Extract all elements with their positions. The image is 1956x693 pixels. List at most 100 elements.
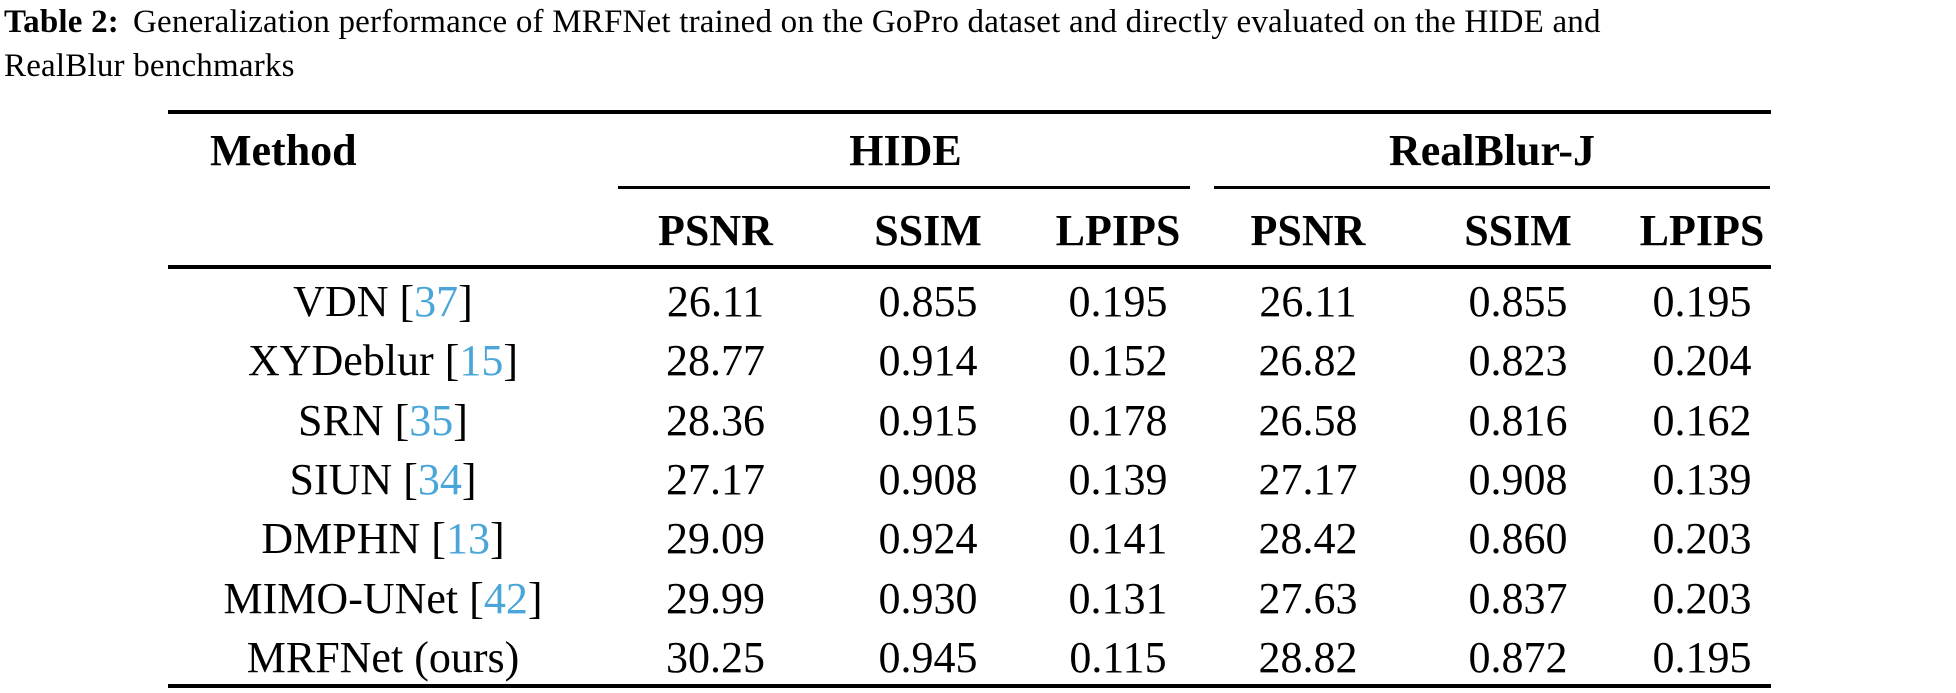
cite-bracket-close: ] [461, 455, 477, 505]
table-row: VDN [37] 26.11 0.855 0.195 26.11 0.855 0… [168, 269, 1771, 328]
cite-bracket-close: ] [453, 395, 468, 445]
method-name: SRN [298, 395, 384, 445]
method-cell: MRFNet (ours) [168, 632, 598, 683]
header-hide-ssim: SSIM [874, 205, 982, 255]
realblur-group-rule [1214, 186, 1770, 189]
realblur-lpips-value: 0.203 [1652, 573, 1752, 623]
realblur-ssim-value: 0.837 [1468, 573, 1568, 623]
results-table: Method HIDE RealBlur-J PSNR SSIM LPIPS P… [168, 110, 1771, 689]
hide-ssim-value: 0.855 [878, 277, 978, 327]
method-cell: VDN [37] [168, 276, 598, 327]
table-row: MRFNet (ours) 30.25 0.945 0.115 28.82 0.… [168, 625, 1771, 684]
table-row: XYDeblur [15] 28.77 0.914 0.152 26.82 0.… [168, 328, 1771, 387]
table-caption: Table 2: Generalization performance of MR… [4, 0, 1952, 88]
hide-ssim-value: 0.930 [878, 573, 978, 623]
caption-text-1: Generalization performance of MRFNet tra… [133, 4, 1601, 40]
method-column-header: Method [210, 125, 357, 175]
citation-link[interactable]: 13 [445, 514, 490, 564]
caption-label: Table 2: [4, 4, 119, 40]
hide-lpips-value: 0.152 [1068, 336, 1168, 386]
method-name: MRFNet (ours) [246, 632, 520, 682]
group-header-realblur-j: RealBlur-J [1388, 125, 1596, 175]
cite-bracket-close: ] [458, 277, 473, 327]
realblur-psnr-value: 26.11 [1259, 277, 1357, 327]
realblur-psnr-value: 26.82 [1258, 336, 1358, 386]
caption-text-2: RealBlur benchmarks [4, 48, 295, 84]
citation-link[interactable]: 37 [414, 277, 459, 327]
realblur-ssim-value: 0.908 [1468, 455, 1568, 505]
hide-lpips-value: 0.115 [1069, 632, 1167, 682]
group-header-hide: HIDE [849, 125, 962, 175]
hide-lpips-value: 0.139 [1068, 455, 1168, 505]
cite-bracket-open: [ [383, 395, 410, 445]
hide-lpips-value: 0.131 [1068, 573, 1168, 623]
hide-psnr-value: 30.25 [666, 632, 765, 682]
header-hide-psnr: PSNR [658, 205, 773, 255]
method-cell: SRN [35] [168, 395, 598, 446]
hide-lpips-value: 0.178 [1068, 395, 1168, 445]
hide-psnr-value: 29.09 [666, 514, 765, 564]
method-name: XYDeblur [247, 336, 434, 386]
realblur-psnr-value: 28.82 [1258, 632, 1358, 682]
cite-bracket-close: ] [503, 336, 519, 386]
header-body-rule [168, 265, 1771, 269]
method-cell: MIMO-UNet [42] [168, 573, 598, 624]
realblur-psnr-value: 27.17 [1258, 455, 1358, 505]
table-row: SIUN [34] 27.17 0.908 0.139 27.17 0.908 … [168, 447, 1771, 506]
hide-lpips-value: 0.195 [1068, 277, 1168, 327]
realblur-ssim-value: 0.855 [1468, 277, 1568, 327]
table-row: DMPHN [13] 29.09 0.924 0.141 28.42 0.860… [168, 506, 1771, 565]
citation-link[interactable]: 35 [409, 395, 454, 445]
cite-bracket-open: [ [433, 336, 460, 386]
header-realblur-lpips: LPIPS [1639, 205, 1765, 255]
realblur-ssim-value: 0.860 [1468, 514, 1568, 564]
citation-link[interactable]: 34 [417, 455, 462, 505]
hide-ssim-value: 0.914 [878, 336, 978, 386]
method-cell: SIUN [34] [168, 454, 598, 505]
realblur-ssim-value: 0.816 [1468, 395, 1568, 445]
hide-psnr-value: 28.77 [666, 336, 765, 386]
group-header-row: Method HIDE RealBlur-J [168, 114, 1771, 186]
hide-ssim-value: 0.908 [878, 455, 978, 505]
bottom-rule [168, 684, 1771, 689]
realblur-lpips-value: 0.204 [1652, 336, 1752, 386]
realblur-psnr-value: 28.42 [1258, 514, 1358, 564]
group-rules [168, 186, 1771, 189]
realblur-psnr-value: 27.63 [1258, 573, 1358, 623]
hide-ssim-value: 0.915 [878, 395, 978, 445]
method-name: VDN [293, 277, 389, 327]
method-cell: XYDeblur [15] [168, 335, 598, 386]
hide-psnr-value: 28.36 [666, 395, 765, 445]
hide-psnr-value: 27.17 [666, 455, 765, 505]
realblur-lpips-value: 0.162 [1652, 395, 1752, 445]
method-name: SIUN [289, 455, 393, 505]
citation-link[interactable]: 42 [483, 573, 528, 623]
hide-ssim-value: 0.924 [878, 514, 978, 564]
header-realblur-psnr: PSNR [1250, 205, 1366, 255]
table-row: MIMO-UNet [42] 29.99 0.930 0.131 27.63 0… [168, 565, 1771, 624]
caption-line-1: Table 2: Generalization performance of MR… [4, 0, 1952, 44]
realblur-lpips-value: 0.203 [1652, 514, 1752, 564]
method-name: DMPHN [261, 514, 421, 564]
header-realblur-ssim: SSIM [1464, 205, 1572, 255]
header-hide-lpips: LPIPS [1055, 205, 1181, 255]
realblur-lpips-value: 0.195 [1652, 277, 1752, 327]
hide-psnr-value: 26.11 [666, 277, 765, 327]
hide-lpips-value: 0.141 [1068, 514, 1168, 564]
realblur-lpips-value: 0.195 [1652, 632, 1752, 682]
realblur-ssim-value: 0.872 [1468, 632, 1568, 682]
realblur-psnr-value: 26.58 [1258, 395, 1358, 445]
metric-header-row: PSNR SSIM LPIPS PSNR SSIM LPIPS [168, 189, 1771, 265]
realblur-ssim-value: 0.823 [1468, 336, 1568, 386]
caption-line-2: RealBlur benchmarks [4, 44, 1952, 88]
hide-psnr-value: 29.99 [666, 573, 765, 623]
cite-bracket-open: [ [420, 514, 446, 564]
realblur-lpips-value: 0.139 [1652, 455, 1752, 505]
cite-bracket-open: [ [392, 455, 418, 505]
method-cell: DMPHN [13] [168, 513, 598, 564]
hide-group-rule [618, 186, 1190, 189]
cite-bracket-close: ] [489, 514, 505, 564]
cite-bracket-close: ] [527, 573, 543, 623]
citation-link[interactable]: 15 [459, 336, 504, 386]
cite-bracket-open: [ [458, 573, 484, 623]
